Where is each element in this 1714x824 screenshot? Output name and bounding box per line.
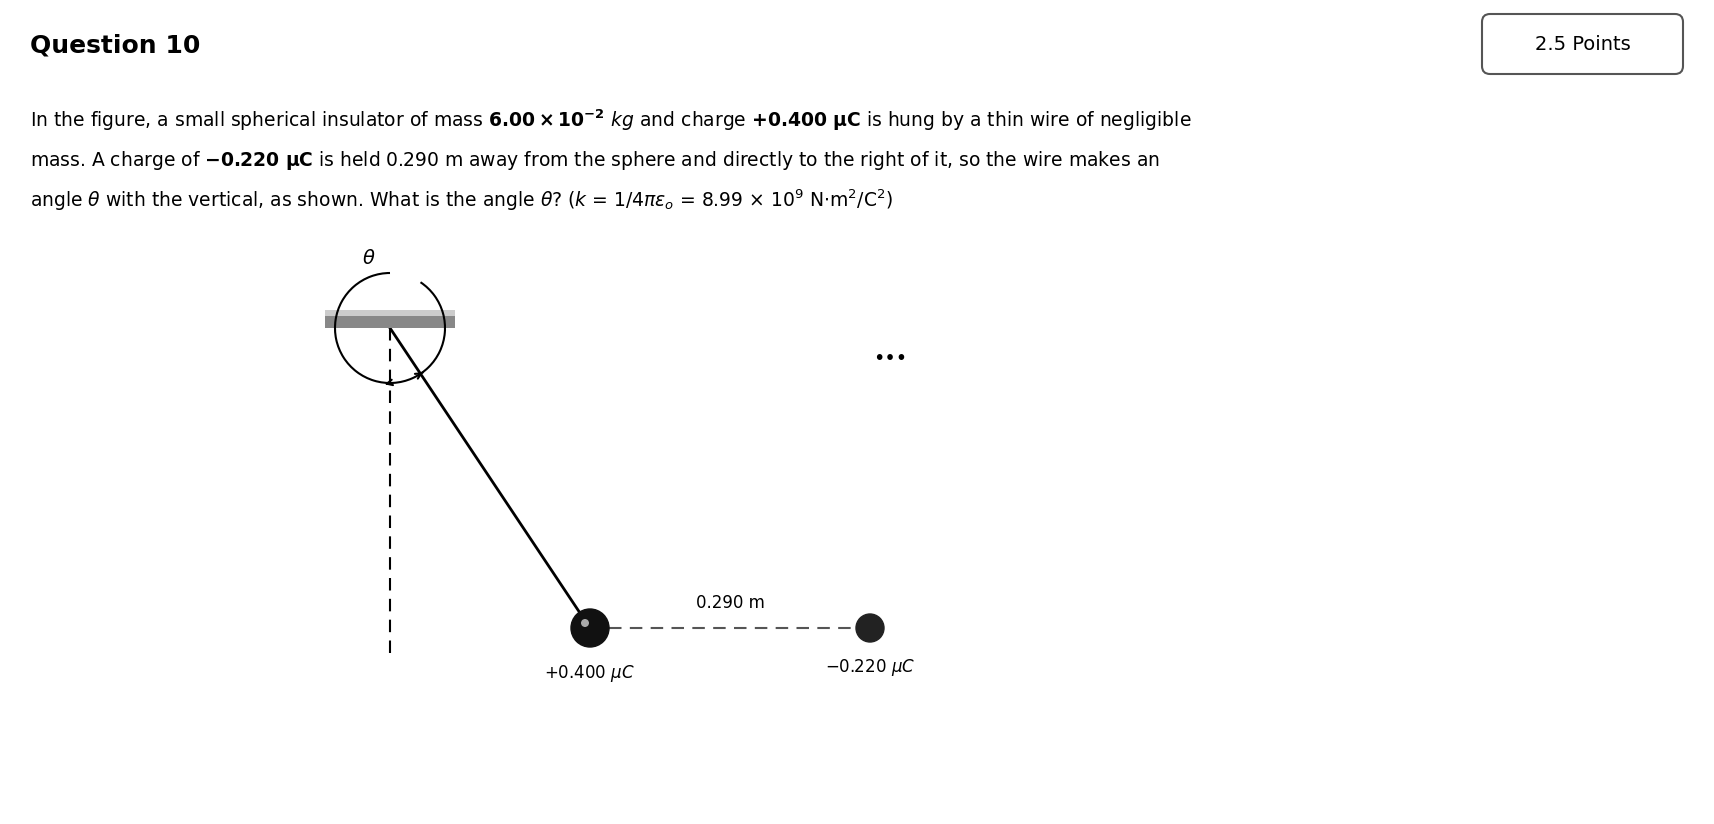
Text: $\theta$: $\theta$ — [362, 249, 375, 268]
Text: angle $\theta$ with the vertical, as shown. What is the angle $\theta$? ($k$ = 1: angle $\theta$ with the vertical, as sho… — [31, 187, 893, 213]
Text: $-0.220\ \mu C$: $-0.220\ \mu C$ — [824, 658, 915, 678]
Bar — [326, 310, 454, 328]
Ellipse shape — [855, 614, 884, 642]
Text: 2.5 Points: 2.5 Points — [1534, 35, 1630, 54]
Text: mass. A charge of $\mathbf{-0.220\ \mu C}$ is held 0.290 m away from the sphere : mass. A charge of $\mathbf{-0.220\ \mu C… — [31, 148, 1160, 171]
FancyBboxPatch shape — [1483, 14, 1683, 74]
Text: •••: ••• — [872, 349, 907, 368]
Text: 0.290 m: 0.290 m — [696, 594, 764, 612]
Text: In the figure, a small spherical insulator of mass $\mathbf{6.00 \times 10^{-2}\: In the figure, a small spherical insulat… — [31, 107, 1191, 133]
Text: $+0.400\ \mu C$: $+0.400\ \mu C$ — [545, 662, 636, 683]
Bar — [326, 310, 454, 316]
Ellipse shape — [571, 609, 608, 647]
Ellipse shape — [581, 619, 590, 627]
Text: Question 10: Question 10 — [31, 33, 201, 57]
